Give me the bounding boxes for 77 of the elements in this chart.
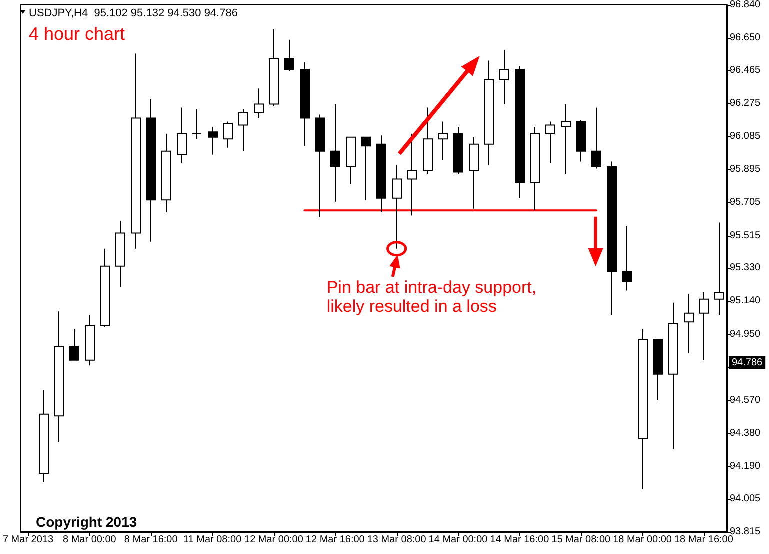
candlestick <box>208 126 218 156</box>
candlestick <box>300 62 310 147</box>
y-tick-label: 94.570 <box>730 394 762 406</box>
x-tick-label: 18 Mar 00:00 <box>613 534 672 546</box>
candlestick <box>668 302 678 450</box>
y-tick-label: 96.465 <box>730 64 762 76</box>
x-tick-label: 14 Mar 16:00 <box>490 534 550 546</box>
x-tick-label: 7 Mar 2013 <box>2 534 54 546</box>
candlestick <box>161 133 171 213</box>
y-tick-label: 96.275 <box>730 98 762 109</box>
candlestick <box>438 121 448 161</box>
candlestick <box>115 220 125 288</box>
candlestick <box>407 133 417 216</box>
candlestick <box>69 328 79 361</box>
candlestick <box>622 226 632 292</box>
candlestick <box>714 222 724 316</box>
annotation: Pin bar at intra-day support, likely resulted in a loss <box>326 278 537 316</box>
candlestick <box>484 60 494 166</box>
candlestick <box>561 104 571 174</box>
x-tick-label: 12 Mar 16:00 <box>306 534 366 546</box>
candlestick <box>607 161 617 316</box>
x-tick-label: 12 Mar 00:00 <box>244 534 304 546</box>
candlestick <box>576 119 586 162</box>
x-tick-label: 8 Mar 00:00 <box>63 534 117 546</box>
annotation: 94.786 <box>732 357 764 368</box>
candlestick <box>131 53 141 250</box>
y-tick-label: 94.005 <box>730 493 762 504</box>
candlestick <box>146 98 156 242</box>
candlestick <box>315 114 325 218</box>
candlestick <box>453 126 463 174</box>
candlestick <box>177 107 187 164</box>
candlestick <box>545 121 555 164</box>
candlestick <box>238 109 248 152</box>
candlestick <box>85 314 95 366</box>
y-tick-label: 95.515 <box>730 230 762 242</box>
y-tick-label: 96.840 <box>730 0 762 10</box>
candlestick <box>392 164 402 250</box>
candlestick <box>591 107 601 170</box>
x-tick-label: 14 Mar 00:00 <box>428 534 488 546</box>
candlestick <box>100 248 110 328</box>
candlestick <box>469 136 479 210</box>
x-tick-label: 18 Mar 16:00 <box>674 534 734 546</box>
candlestick <box>515 65 525 199</box>
y-tick-label: 94.380 <box>730 428 762 440</box>
candlestick <box>499 50 509 105</box>
candlestick <box>192 109 202 140</box>
y-tick-label: 94.950 <box>730 328 762 340</box>
x-tick-label: 11 Mar 08:00 <box>183 534 242 546</box>
candlestick <box>269 28 279 107</box>
candlestick <box>330 104 340 202</box>
y-tick-label: 95.140 <box>730 296 762 307</box>
text: 4 hour chart <box>29 24 126 44</box>
candlestick <box>699 292 709 361</box>
candlestick <box>376 135 386 213</box>
candlestick <box>254 88 264 119</box>
y-tick-label: 94.190 <box>730 461 762 472</box>
x-tick-label: 15 Mar 08:00 <box>552 534 612 546</box>
y-tick-label: 96.650 <box>730 32 762 44</box>
y-tick-label: 95.330 <box>730 262 762 274</box>
y-tick-label: 95.705 <box>730 197 762 208</box>
candlestick <box>346 136 356 185</box>
candlestick <box>54 311 64 443</box>
chart-title: USDJPY,H4 95.102 95.132 94.530 94.786 <box>29 8 238 20</box>
annotation: Copyright 2013 <box>36 514 138 530</box>
x-tick-label: 13 Mar 08:00 <box>367 534 427 546</box>
candlestick <box>39 390 49 483</box>
x-tick-label: 8 Mar 16:00 <box>124 534 178 546</box>
y-tick-label: 95.895 <box>730 164 762 176</box>
candlestick <box>653 338 663 401</box>
y-tick-label: 96.085 <box>730 131 762 142</box>
candlestick <box>361 136 371 201</box>
candlestick <box>423 107 433 174</box>
candlestick <box>284 39 294 72</box>
candlestick <box>684 294 694 354</box>
candlestick <box>530 126 540 212</box>
candlestick <box>223 121 233 148</box>
candlestick <box>638 328 648 490</box>
